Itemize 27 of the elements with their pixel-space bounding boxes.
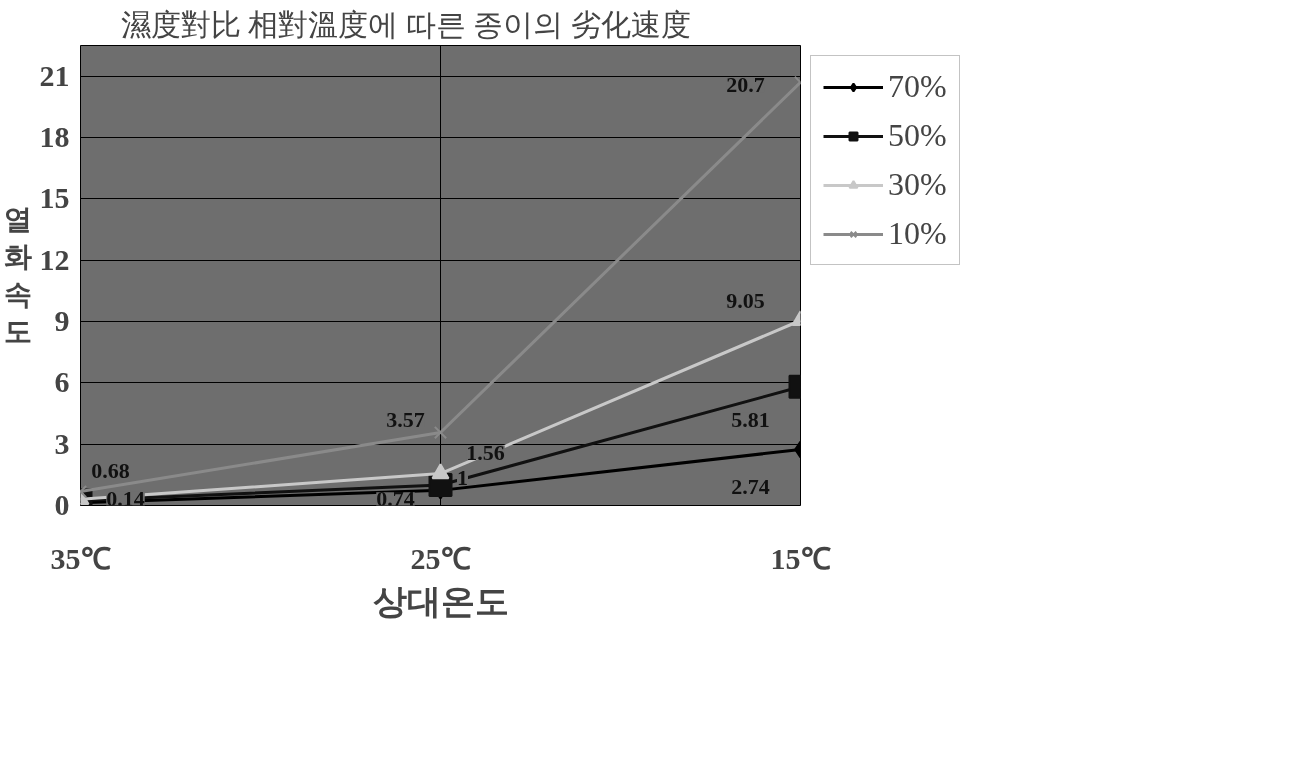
- x-axis-title: 상대온도: [372, 582, 509, 620]
- chart-title: 濕度對比 相對溫度에 따른 종이의 劣化速度: [120, 7, 691, 41]
- legend-label: 30%: [888, 166, 947, 203]
- data-label: 5.81: [731, 406, 770, 432]
- x-tick-label: 25℃: [410, 541, 471, 575]
- data-label: 2.74: [731, 474, 770, 500]
- y-tick-label: 12: [39, 242, 70, 276]
- data-label: 1: [457, 465, 468, 491]
- data-label: 9.05: [726, 288, 765, 314]
- data-label: 0.14: [106, 485, 145, 511]
- legend-label: 50%: [888, 117, 947, 154]
- y-tick-label: 21: [39, 58, 70, 92]
- data-label: 20.7: [726, 72, 765, 98]
- legend-label: 10%: [888, 215, 947, 252]
- y-tick-label: 18: [39, 120, 70, 153]
- y-tick-label: 15: [39, 181, 70, 215]
- data-label: 1.56: [466, 439, 505, 465]
- data-label: 0.68: [91, 457, 130, 483]
- x-tick-label: 15℃: [770, 541, 831, 575]
- y-tick-label: 9: [54, 304, 70, 337]
- data-label: 3.57: [386, 406, 425, 432]
- y-tick-label: 0: [54, 488, 70, 521]
- y-axis-title: 열화속도: [3, 204, 32, 347]
- y-tick-label: 3: [54, 426, 70, 460]
- legend-label: 70%: [888, 68, 947, 105]
- y-tick-label: 6: [54, 365, 70, 399]
- x-tick-label: 35℃: [50, 541, 111, 575]
